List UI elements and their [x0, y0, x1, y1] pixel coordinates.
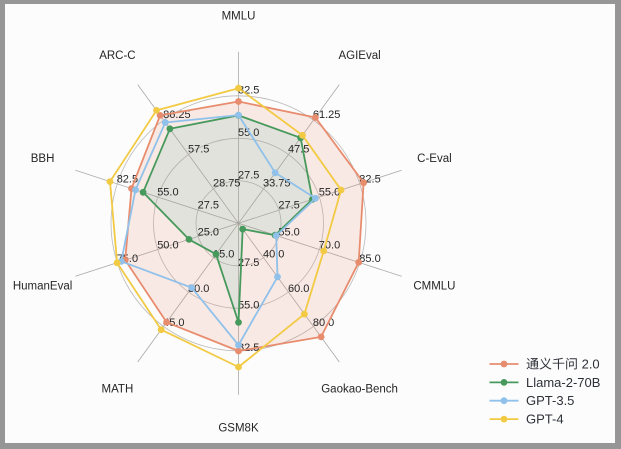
svg-text:55.0: 55.0 [238, 127, 259, 139]
svg-text:2.0: 2.0 [582, 357, 600, 372]
svg-text:85.0: 85.0 [359, 253, 380, 265]
svg-text:15.0: 15.0 [213, 249, 234, 261]
svg-text:55.0: 55.0 [319, 187, 340, 199]
svg-text:25.0: 25.0 [198, 227, 219, 239]
svg-text:27.5: 27.5 [278, 200, 299, 212]
svg-text:60.0: 60.0 [288, 283, 309, 295]
svg-text:CMMLU: CMMLU [413, 280, 455, 292]
svg-text:AGIEval: AGIEval [339, 50, 381, 62]
svg-text:47.5: 47.5 [288, 143, 309, 155]
svg-text:C-Eval: C-Eval [417, 153, 452, 165]
svg-text:MMLU: MMLU [222, 11, 256, 23]
svg-text:Gaokao-Bench: Gaokao-Bench [321, 383, 398, 395]
svg-text:GPT-3.5: GPT-3.5 [526, 393, 574, 408]
svg-text:27.5: 27.5 [238, 169, 259, 181]
svg-text:40.0: 40.0 [263, 249, 284, 261]
svg-text:55.0: 55.0 [157, 187, 178, 199]
svg-text:33.75: 33.75 [263, 178, 291, 190]
svg-text:57.5: 57.5 [188, 143, 209, 155]
svg-text:Llama-2-70B: Llama-2-70B [526, 375, 600, 390]
svg-text:ARC-C: ARC-C [99, 50, 135, 62]
svg-text:GSM8K: GSM8K [218, 423, 259, 435]
svg-text:82.5: 82.5 [238, 84, 259, 96]
svg-text:27.5: 27.5 [198, 200, 219, 212]
svg-text:27.5: 27.5 [238, 257, 259, 269]
svg-text:50.0: 50.0 [157, 240, 178, 252]
svg-text:28.75: 28.75 [213, 178, 241, 190]
svg-text:BBH: BBH [31, 153, 55, 165]
svg-text:MATH: MATH [102, 383, 134, 395]
svg-text:HumanEval: HumanEval [13, 280, 72, 292]
svg-text:55.0: 55.0 [238, 299, 259, 311]
svg-text:GPT-4: GPT-4 [526, 412, 564, 427]
svg-text:82.5: 82.5 [117, 173, 138, 185]
svg-text:61.25: 61.25 [313, 109, 341, 121]
